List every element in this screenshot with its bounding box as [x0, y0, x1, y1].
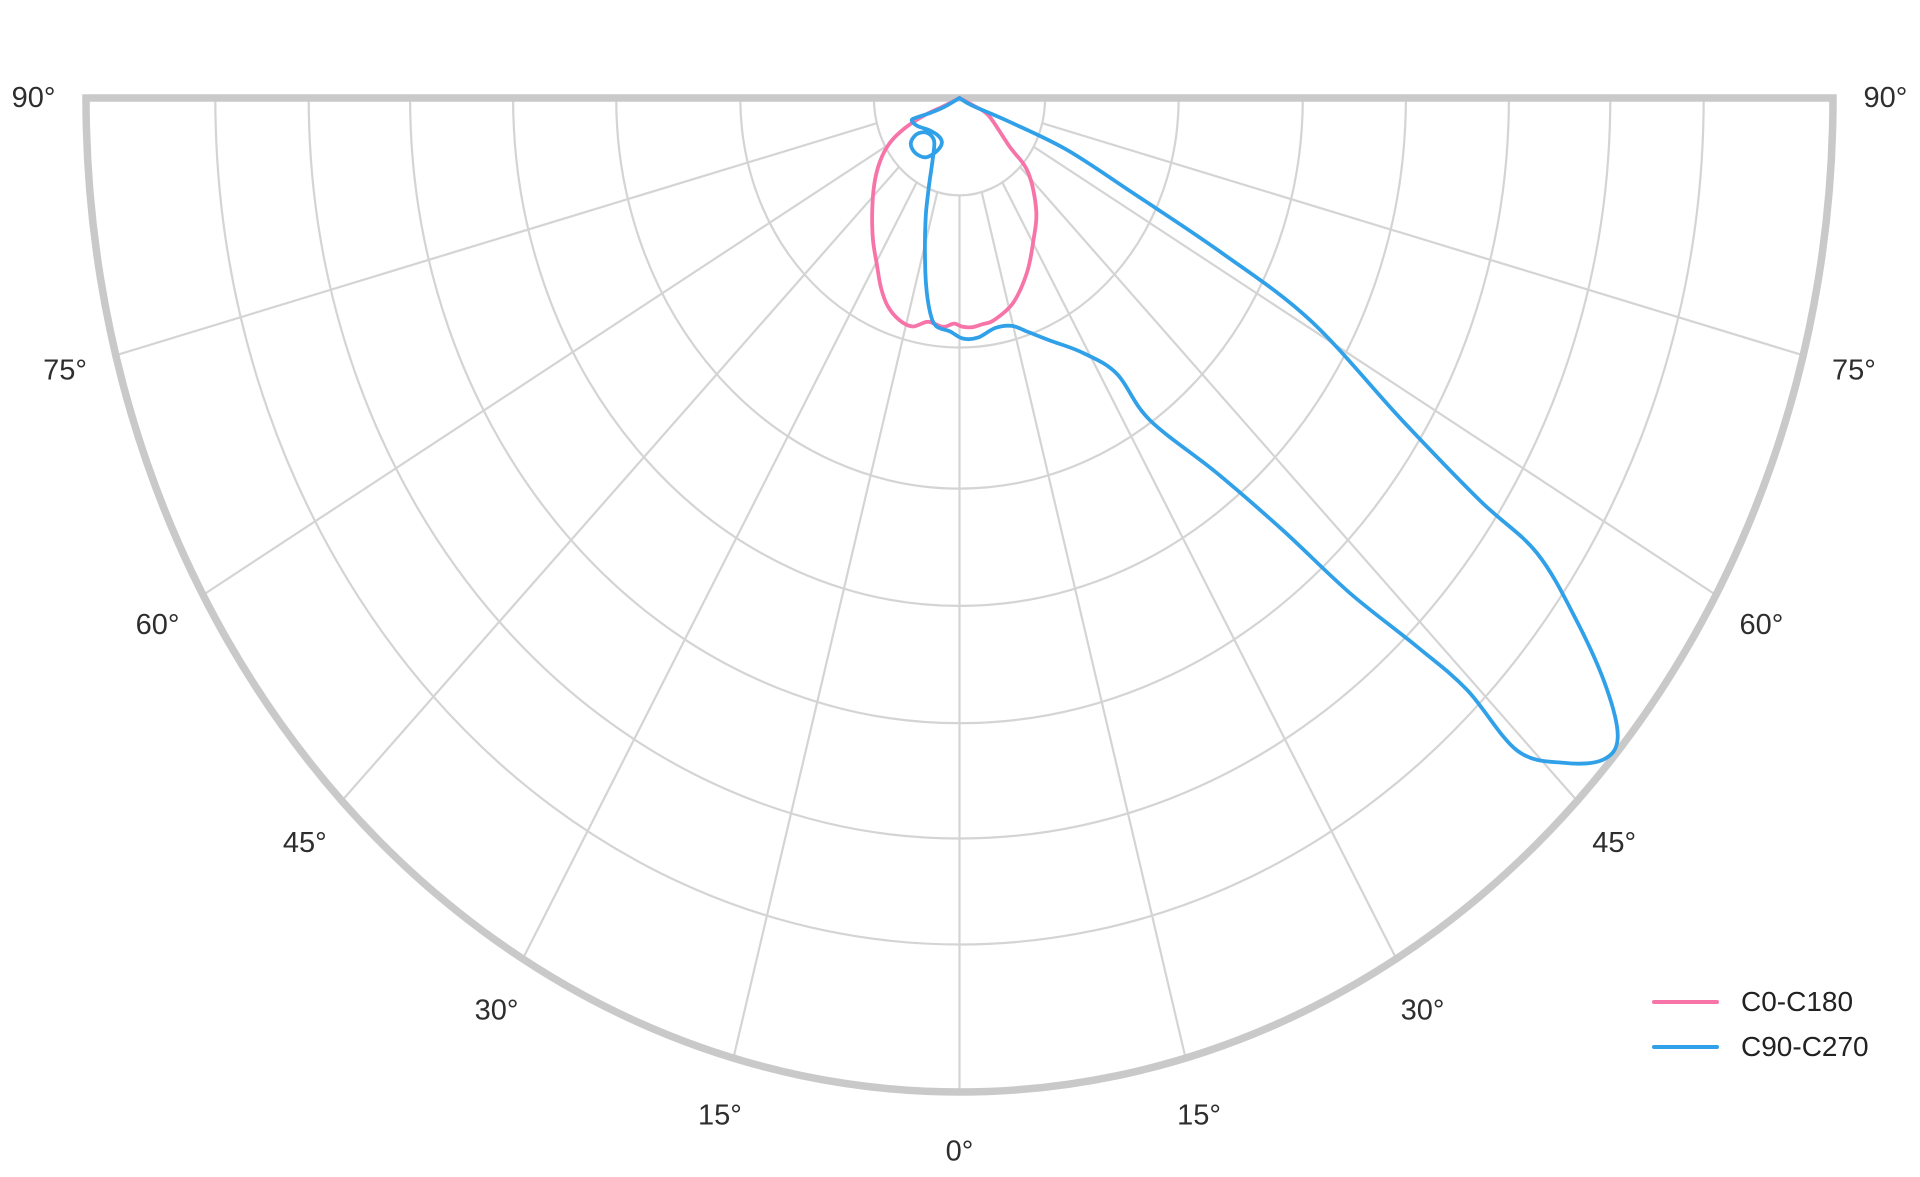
- chart-boundary: [82, 94, 1837, 1096]
- grid-radial: [521, 181, 918, 960]
- grid-radial: [340, 166, 900, 802]
- legend-label-c90-c270: C90-C270: [1741, 1030, 1869, 1062]
- grid-radials: [115, 122, 1804, 1092]
- angle-tick-label: 30°: [475, 995, 519, 1027]
- grid-radial: [1001, 181, 1398, 960]
- angle-tick-label: 15°: [698, 1100, 742, 1132]
- legend-item-c0-c180: C0-C180: [1652, 984, 1869, 1019]
- angle-tick-label: 90°: [12, 82, 56, 114]
- legend-item-c90-c270: C90-C270: [1652, 1029, 1869, 1064]
- angle-tick-labels: 90° 75° 60° 45° 30° 15° 0° 15° 30° 45° 60° 75° 90°: [12, 82, 1908, 1168]
- grid-radial: [732, 191, 939, 1059]
- grid-radial: [1032, 145, 1717, 596]
- legend-swatch-c90-c270: [1652, 1044, 1719, 1049]
- angle-tick-label: 0°: [946, 1136, 974, 1168]
- angle-tick-label: 60°: [1739, 609, 1783, 641]
- angle-tick-label: 15°: [1177, 1100, 1221, 1132]
- grid-radial: [1041, 122, 1804, 357]
- angle-tick-label: 75°: [1832, 355, 1876, 387]
- angle-tick-label: 60°: [136, 609, 180, 641]
- series-path-c90-c270: [908, 96, 1620, 766]
- angle-tick-label: 45°: [283, 827, 327, 859]
- legend-swatch-c0-c180: [1652, 999, 1719, 1004]
- legend: C0-C180 C90-C270: [1652, 984, 1869, 1064]
- angle-tick-label: 45°: [1592, 827, 1636, 859]
- grid-radial: [115, 122, 878, 357]
- angle-tick-label: 75°: [43, 355, 87, 387]
- grid-radial: [202, 145, 887, 596]
- series-path-c0-c180: [870, 96, 1039, 330]
- grid-ring: [872, 97, 1047, 197]
- angle-tick-label: 90°: [1863, 82, 1907, 114]
- grid-radial: [1019, 166, 1579, 802]
- grid-radial: [980, 191, 1187, 1059]
- angle-tick-label: 30°: [1401, 995, 1445, 1027]
- legend-label-c0-c180: C0-C180: [1741, 985, 1854, 1017]
